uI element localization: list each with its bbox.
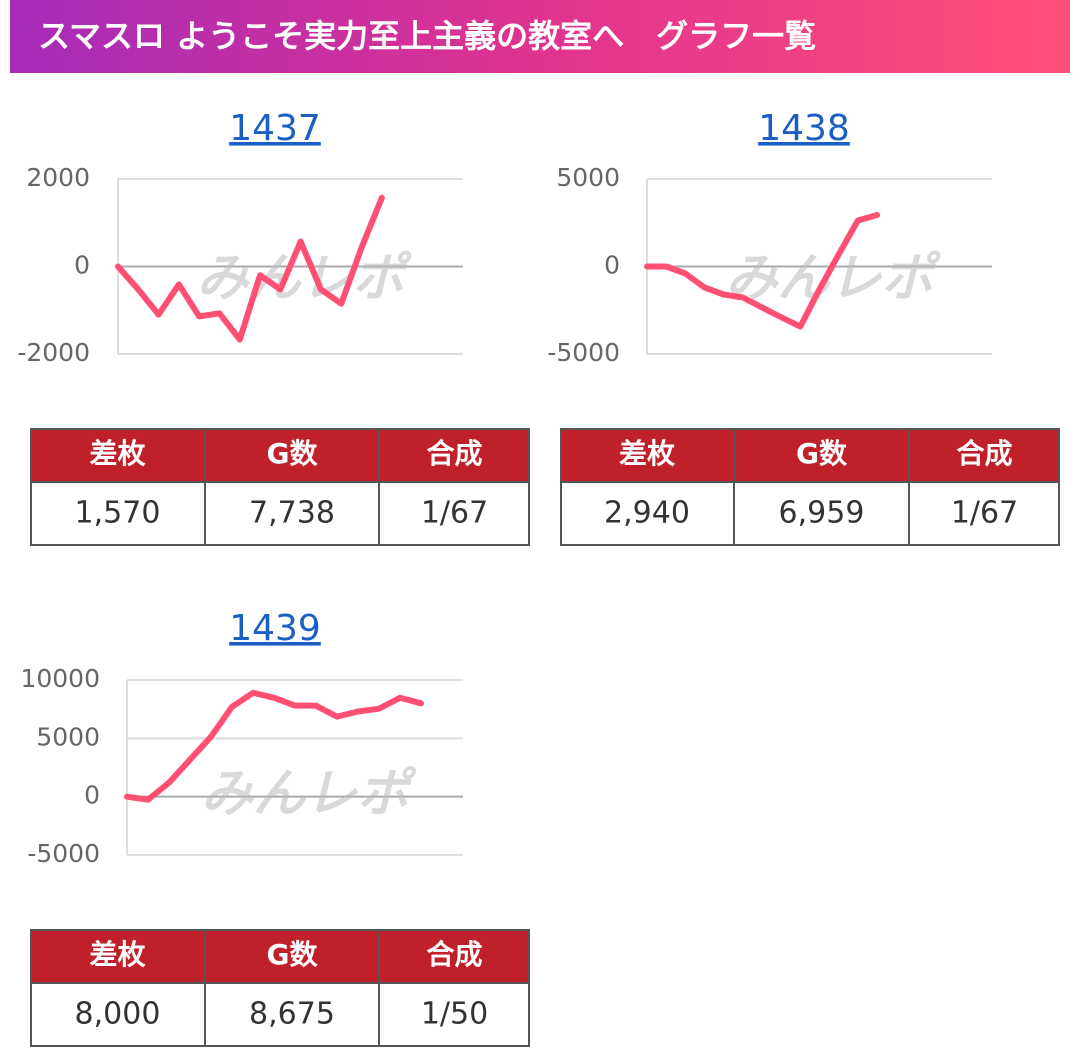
table-header-cell: 差枚 xyxy=(89,938,145,971)
table-body-bg xyxy=(30,983,530,1047)
header-bar xyxy=(10,0,1070,73)
y-tick-label: 0 xyxy=(604,251,620,280)
table-header-cell: 差枚 xyxy=(89,437,145,470)
table-header-cell: 合成 xyxy=(426,938,482,971)
data-line xyxy=(115,194,385,343)
table-header-cell: 合成 xyxy=(956,437,1012,470)
y-tick-label: -5000 xyxy=(547,338,620,367)
watermark: みんレポ xyxy=(725,249,941,309)
table-header-bg xyxy=(30,929,530,983)
y-tick-label: 5000 xyxy=(36,722,100,751)
table-header-cell: 合成 xyxy=(426,437,482,470)
table-header-cell: G数 xyxy=(267,437,319,470)
y-tick-label: -2000 xyxy=(17,338,90,367)
table-body-bg xyxy=(30,482,530,546)
table-cell: 8,000 xyxy=(75,997,161,1032)
table-cell: 1/67 xyxy=(951,496,1018,531)
table-cell: 1,570 xyxy=(75,496,161,531)
table-cell: 1/67 xyxy=(421,496,488,531)
table-cell: 1/50 xyxy=(421,997,488,1032)
watermark: みんレポ xyxy=(201,764,417,824)
table-border xyxy=(30,929,530,1047)
y-tick-label: 10000 xyxy=(20,664,100,693)
table-border xyxy=(30,428,530,546)
watermark: みんレポ xyxy=(196,249,412,309)
y-tick-label: 5000 xyxy=(556,163,620,192)
table-border xyxy=(560,428,1060,546)
table-cell: 7,738 xyxy=(249,496,335,531)
table-header-cell: 差枚 xyxy=(619,437,675,470)
y-tick-label: 0 xyxy=(74,251,90,280)
table-cell: 6,959 xyxy=(779,496,865,531)
chart-title-link[interactable]: 1439 xyxy=(229,608,321,649)
y-tick-label: 0 xyxy=(84,781,100,810)
table-header-bg xyxy=(560,428,1060,482)
chart-title-link[interactable]: 1438 xyxy=(758,108,850,149)
header-title: スマスロ ようこそ実力至上主義の教室へ グラフ一覧 xyxy=(38,17,816,55)
table-cell: 2,940 xyxy=(604,496,690,531)
table-header-bg xyxy=(30,428,530,482)
data-line xyxy=(644,212,880,330)
table-header-cell: G数 xyxy=(267,938,319,971)
chart-title-link[interactable]: 1437 xyxy=(229,108,321,149)
table-header-cell: G数 xyxy=(796,437,848,470)
table-cell: 8,675 xyxy=(249,997,335,1032)
y-tick-label: 2000 xyxy=(26,163,90,192)
data-line xyxy=(124,689,424,803)
table-body-bg xyxy=(560,482,1060,546)
y-tick-label: -5000 xyxy=(27,839,100,868)
